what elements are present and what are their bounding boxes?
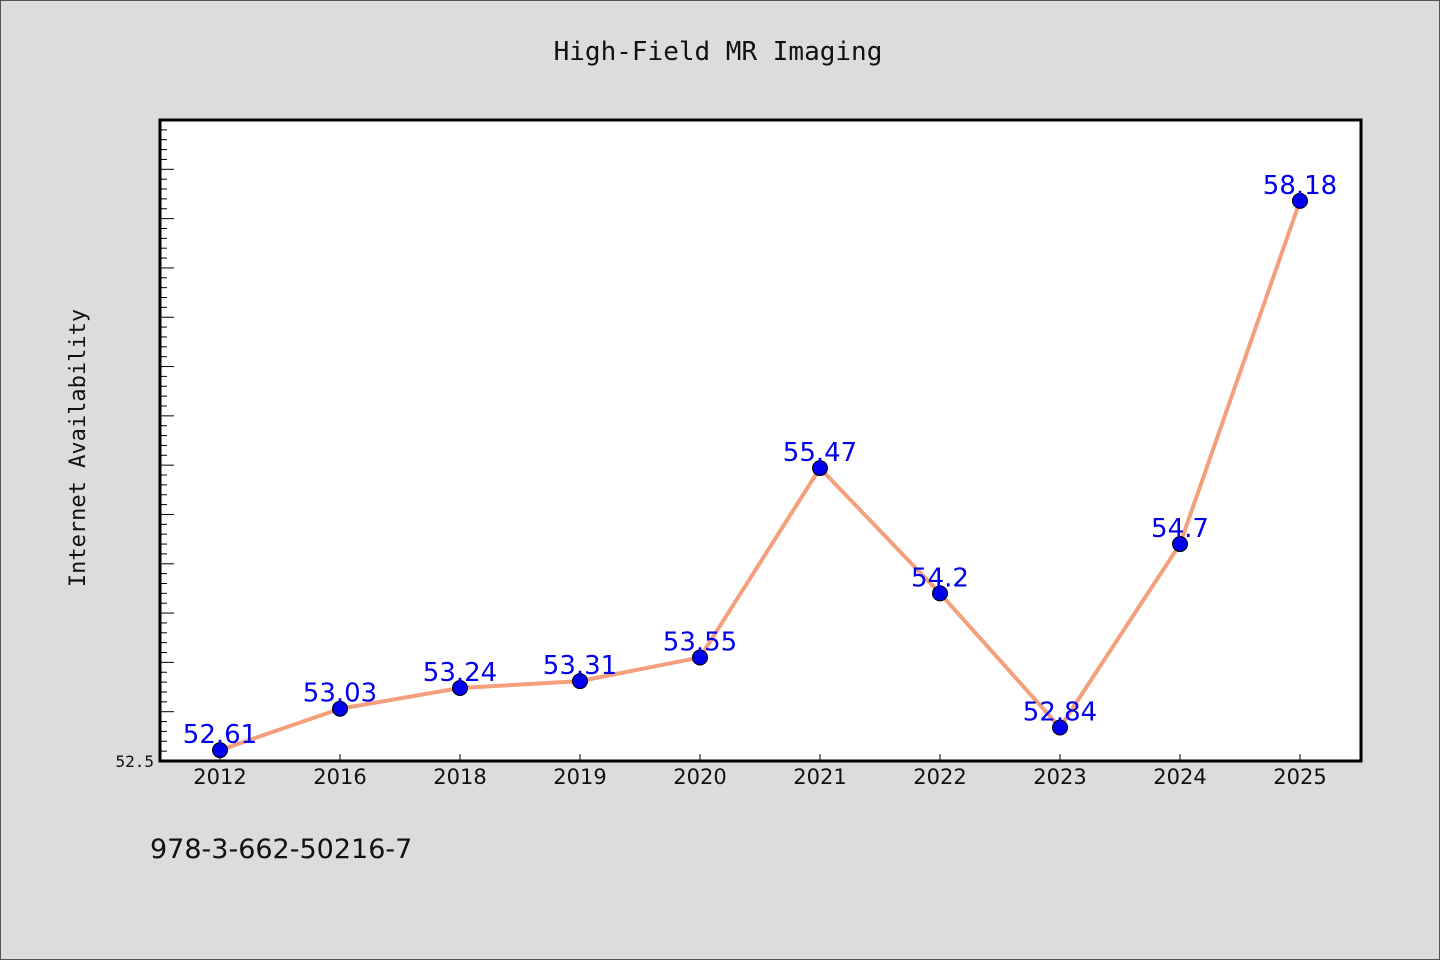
x-tick-label: 2020 (673, 765, 726, 789)
data-label: 54.2 (911, 563, 969, 593)
data-point (1172, 536, 1188, 553)
data-point (452, 680, 468, 697)
data-point (1052, 719, 1068, 736)
x-tick-label: 2012 (193, 765, 246, 789)
x-tick-label: 2016 (313, 765, 366, 789)
data-label: 58.18 (1263, 171, 1337, 201)
x-tick-label: 2024 (1153, 765, 1206, 789)
chart-title: High-Field MR Imaging (554, 37, 883, 67)
x-tick-label: 2018 (433, 765, 486, 789)
data-label: 52.61 (183, 720, 257, 750)
y-axis-ticks: 52.5 (115, 119, 174, 771)
x-tick-label: 2022 (913, 765, 966, 789)
data-label: 53.31 (543, 651, 617, 681)
x-tick-label: 2021 (793, 765, 846, 789)
series-line (218, 198, 1302, 753)
series-polyline (218, 198, 1302, 753)
data-point (212, 742, 228, 759)
data-point (1292, 192, 1308, 209)
data-label: 52.84 (1023, 697, 1097, 727)
data-label: 55.47 (783, 438, 857, 468)
x-tick-label: 2019 (553, 765, 606, 789)
data-point (572, 673, 588, 690)
data-label: 54.7 (1151, 514, 1209, 544)
data-point (692, 649, 708, 666)
plot-area (158, 118, 1363, 763)
footer-isbn: 978-3-662-50216-7 (150, 834, 413, 865)
data-point (812, 460, 828, 477)
data-point (932, 585, 948, 602)
data-label: 53.03 (303, 679, 377, 709)
x-tick-label: 2023 (1033, 765, 1086, 789)
x-axis-ticks: 2012 2016 2018 2019 2020 2021 2022 2023 2024 2025 (193, 754, 1327, 789)
data-markers (212, 192, 1308, 759)
y-tick-label: 52.5 (115, 752, 154, 771)
x-tick-label: 2025 (1273, 765, 1326, 789)
data-label: 53.55 (663, 627, 737, 657)
y-axis-label: Internet Availability (66, 309, 91, 587)
data-label: 53.24 (423, 658, 497, 688)
data-point (332, 700, 348, 717)
data-labels: 52.61 53.03 53.24 53.31 53.55 55.47 54.2 52.84 5… (183, 171, 1337, 750)
